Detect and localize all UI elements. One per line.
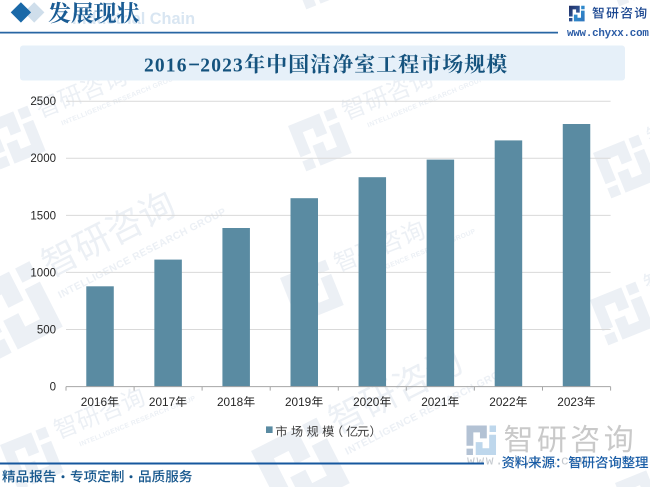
- svg-text:2023: 2023: [557, 395, 584, 409]
- svg-text:2016: 2016: [81, 395, 108, 409]
- svg-text:1500: 1500: [30, 210, 56, 222]
- svg-text:www.chyxx.com: www.chyxx.com: [467, 454, 589, 469]
- svg-text:2022: 2022: [489, 395, 515, 409]
- svg-text:2020: 2020: [353, 395, 380, 409]
- svg-text:2019: 2019: [285, 395, 311, 409]
- svg-text:INTELLIGENCE RESEARCH GROUP: INTELLIGENCE RESEARCH GROUP: [57, 206, 229, 301]
- svg-text:2017: 2017: [149, 395, 175, 409]
- svg-text:www.chyxx.com: www.chyxx.com: [567, 28, 649, 40]
- svg-text:2500: 2500: [30, 96, 56, 108]
- svg-text:0: 0: [50, 382, 56, 394]
- svg-text:2018: 2018: [217, 395, 244, 409]
- svg-text:2016: 2016: [144, 56, 188, 77]
- svg-text:1000: 1000: [30, 267, 56, 279]
- svg-text:500: 500: [37, 324, 56, 336]
- svg-text:2023: 2023: [200, 56, 244, 77]
- svg-text:Industrial Chain: Industrial Chain: [72, 10, 195, 28]
- svg-text:2021: 2021: [421, 395, 447, 409]
- svg-text:2000: 2000: [30, 153, 56, 165]
